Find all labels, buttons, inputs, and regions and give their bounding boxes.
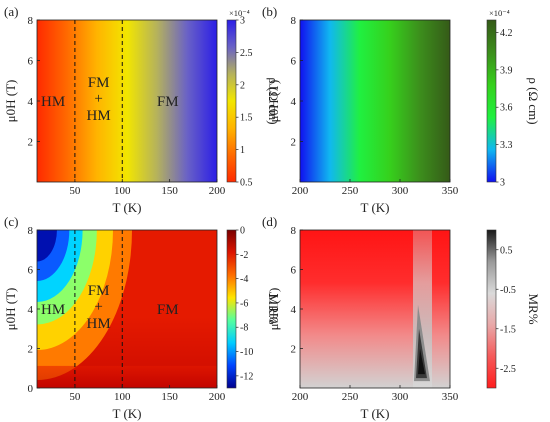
x-tick-label: 300 bbox=[392, 391, 409, 403]
colorbar-exponent: ×10⁻⁴ bbox=[229, 8, 250, 18]
y-tick-label: 8 bbox=[291, 225, 297, 237]
heatmap-field bbox=[300, 230, 450, 388]
colorbar-label: MR% bbox=[266, 293, 281, 324]
y-axis-label: μ0H (T) bbox=[266, 80, 281, 123]
x-axis-label: T (K) bbox=[112, 406, 141, 421]
x-tick-label: 200 bbox=[292, 391, 309, 403]
y-tick-label: 4 bbox=[291, 304, 297, 316]
x-tick-label: 250 bbox=[342, 185, 359, 197]
y-axis-label: μ0H (T) bbox=[3, 80, 18, 123]
y-tick-label: 8 bbox=[28, 225, 34, 237]
y-tick-label: 8 bbox=[28, 15, 34, 27]
y-axis-label: μ0H (T) bbox=[3, 288, 18, 331]
x-tick-label: 150 bbox=[161, 391, 178, 403]
panel-label: (c) bbox=[4, 214, 18, 229]
x-tick-label: 100 bbox=[114, 185, 131, 197]
panel-label: (d) bbox=[262, 214, 277, 229]
panel-label: (a) bbox=[4, 4, 18, 19]
colorbar-tick-label: 4.2 bbox=[500, 28, 513, 39]
colorbar-tick-label: -6 bbox=[240, 298, 248, 309]
y-axis-label: μ0H (T) bbox=[266, 288, 281, 331]
y-tick-label: 4 bbox=[291, 96, 297, 108]
panel-label: (b) bbox=[262, 4, 277, 19]
colorbar-tick-label: -0.5 bbox=[500, 285, 516, 296]
region-label-hm: HM bbox=[86, 108, 110, 124]
colorbar bbox=[486, 229, 497, 389]
colorbar-tick-label: 2.5 bbox=[240, 48, 253, 59]
heatmap-field bbox=[37, 20, 217, 182]
colorbar-tick-label: -1.5 bbox=[500, 324, 516, 335]
x-tick-label: 50 bbox=[69, 185, 81, 197]
x-tick-label: 200 bbox=[209, 391, 226, 403]
x-tick-label: 250 bbox=[342, 391, 359, 403]
y-tick-label: 2 bbox=[28, 344, 34, 356]
region-label-fm: FM bbox=[88, 283, 110, 299]
colorbar-tick-label: 3 bbox=[240, 16, 245, 27]
colorbar bbox=[226, 229, 237, 389]
x-axis-label: T (K) bbox=[360, 200, 389, 215]
x-tick-label: 200 bbox=[292, 185, 309, 197]
y-tick-label: 2 bbox=[291, 137, 297, 149]
region-label-plus: + bbox=[94, 91, 102, 107]
colorbar-tick-label: 2 bbox=[240, 80, 245, 91]
region-label-hm: HM bbox=[41, 94, 65, 110]
y-tick-label: 6 bbox=[291, 265, 297, 277]
colorbar-tick-label: 0.5 bbox=[240, 178, 253, 189]
panel-b: 200 250 300 350 2 4 6 8 T (K) μ0H (T) (b) 3 3.3 3.6 3.… bbox=[262, 4, 541, 215]
panel-d: 200 250 300 350 2 4 6 8 T (K) μ0H (T) (d) 0.5 -0.5 -1… bbox=[262, 214, 541, 421]
x-tick-label: 200 bbox=[209, 185, 226, 197]
colorbar-tick-label: 3.9 bbox=[500, 65, 513, 76]
colorbar-tick-label: -8 bbox=[240, 323, 248, 334]
x-tick-label: 150 bbox=[161, 185, 178, 197]
region-label-fm: FM bbox=[88, 75, 110, 91]
region-label-hm: HM bbox=[41, 302, 65, 318]
colorbar bbox=[226, 19, 237, 183]
colorbar-exponent: ×10⁻⁴ bbox=[489, 8, 510, 18]
x-tick-label: 50 bbox=[69, 391, 81, 403]
y-tick-label: 2 bbox=[291, 344, 297, 356]
colorbar-tick-label: 1 bbox=[240, 145, 245, 156]
region-label-plus: + bbox=[94, 299, 102, 315]
x-tick-label: 300 bbox=[392, 185, 409, 197]
x-axis-label: T (K) bbox=[360, 406, 389, 421]
colorbar-tick-label: -10 bbox=[240, 347, 253, 358]
y-tick-label: 6 bbox=[28, 265, 34, 277]
heatmap-field bbox=[37, 230, 217, 388]
colorbar-tick-label: 3.6 bbox=[500, 103, 513, 114]
region-label-fm: FM bbox=[157, 94, 179, 110]
y-tick-label: 6 bbox=[28, 56, 34, 68]
y-tick-label: 0 bbox=[28, 383, 34, 395]
colorbar-label: ρ (Ω cm) bbox=[526, 77, 541, 124]
colorbar-tick-label: 0 bbox=[240, 226, 245, 237]
y-tick-label: 6 bbox=[291, 56, 297, 68]
colorbar-tick-label: -2.5 bbox=[500, 364, 516, 375]
y-tick-label: 8 bbox=[291, 15, 297, 27]
x-tick-label: 350 bbox=[442, 185, 459, 197]
y-tick-label: 4 bbox=[28, 96, 34, 108]
colorbar-tick-label: -4 bbox=[240, 274, 248, 285]
colorbar-tick-label: -12 bbox=[240, 371, 253, 382]
y-tick-label: 4 bbox=[28, 304, 34, 316]
colorbar-tick-label: 0.5 bbox=[500, 245, 513, 256]
colorbar-tick-label: 3 bbox=[500, 178, 505, 189]
x-tick-label: 350 bbox=[442, 391, 459, 403]
x-axis-label: T (K) bbox=[112, 200, 141, 215]
colorbar-label: ρ (Ω cm) bbox=[266, 77, 281, 124]
y-tick-label: 2 bbox=[28, 137, 34, 149]
region-label-fm: FM bbox=[157, 302, 179, 318]
colorbar bbox=[486, 19, 497, 183]
colorbar-label: MR% bbox=[526, 293, 541, 324]
x-tick-label: 100 bbox=[114, 391, 131, 403]
heatmap-field bbox=[300, 20, 450, 182]
region-label-hm: HM bbox=[86, 316, 110, 332]
colorbar-tick-label: 3.3 bbox=[500, 140, 513, 151]
colorbar-tick-label: 1.5 bbox=[240, 113, 253, 124]
colorbar-tick-label: -2 bbox=[240, 250, 248, 261]
